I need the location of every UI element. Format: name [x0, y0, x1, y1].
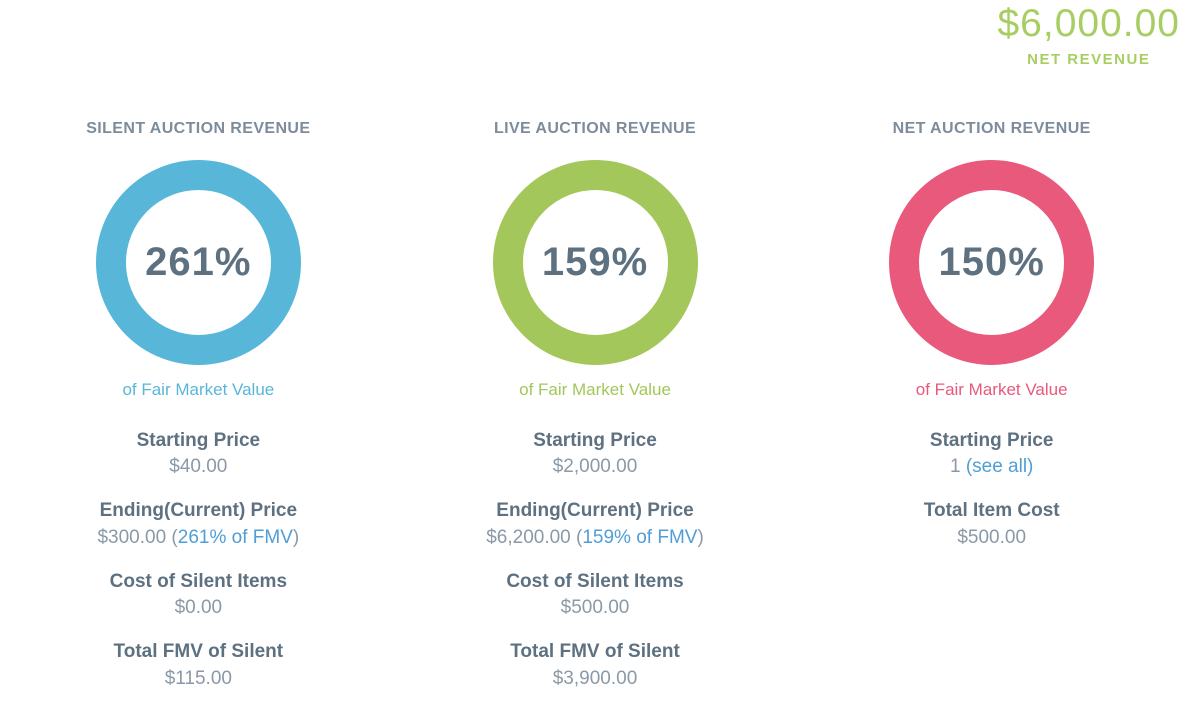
live-auction-title: LIVE AUCTION REVENUE [493, 120, 697, 137]
net-auction-stats: Starting Price 1 (see all) Total Item Co… [793, 428, 1190, 551]
net-fmv-caption: of Fair Market Value [915, 380, 1068, 399]
silent-auction-ring-chart: 261% [95, 160, 301, 365]
stat-row-starting-price: Starting Price $2,000.00 [397, 428, 794, 480]
silent-fmv-caption: of Fair Market Value [122, 380, 275, 399]
value-text: ) [697, 526, 704, 548]
net-revenue-summary: $6,000.00 NET REVENUE [997, 2, 1180, 68]
stat-label: Ending(Current) Price [496, 500, 694, 522]
stat-label: Cost of Silent Items [109, 570, 288, 592]
stat-value: $0.00 [174, 597, 223, 619]
stat-row-total-item-cost: Total Item Cost $500.00 [793, 498, 1190, 550]
silent-auction-title: SILENT AUCTION REVENUE [86, 120, 311, 137]
stat-label: Cost of Silent Items [506, 570, 684, 592]
stat-row-cost-of-silent-items: Cost of Silent Items $500.00 [397, 569, 794, 621]
net-auction-ring-chart: 150% [889, 160, 1095, 365]
live-auction-percent: 159% [541, 240, 649, 284]
net-auction-title: NET AUCTION REVENUE [892, 120, 1091, 137]
stat-label: Total FMV of Silent [510, 641, 680, 663]
stat-value: $500.00 [957, 526, 1027, 548]
stat-row-total-fmv: Total FMV of Silent $3,900.00 [397, 639, 794, 691]
silent-auction-percent: 261% [145, 240, 252, 284]
value-text: $300.00 ( [97, 526, 178, 548]
stat-value: $500.00 [560, 597, 630, 619]
silent-auction-panel: SILENT AUCTION REVENUE 261% of Fair Mark… [0, 120, 397, 710]
silent-auction-stats: Starting Price $40.00 Ending(Current) Pr… [0, 428, 397, 692]
stat-value: $2,000.00 [552, 456, 638, 478]
live-auction-stats: Starting Price $2,000.00 Ending(Current)… [397, 428, 794, 692]
live-auction-panel: LIVE AUCTION REVENUE 159% of Fair Market… [397, 120, 794, 710]
stat-row-starting-price: Starting Price $40.00 [0, 428, 397, 480]
value-text: $6,200.00 ( [486, 526, 583, 548]
see-all-link[interactable]: (see all) [965, 456, 1034, 478]
net-revenue-amount: $6,000.00 [997, 2, 1180, 45]
stat-row-cost-of-silent-items: Cost of Silent Items $0.00 [0, 569, 397, 621]
stat-label: Starting Price [929, 430, 1054, 451]
net-auction-percent: 150% [938, 240, 1045, 284]
fmv-percent-link[interactable]: 261% of FMV [177, 526, 293, 548]
stat-value: $300.00 (261% of FMV) [0, 525, 397, 551]
stat-row-total-fmv: Total FMV of Silent $115.00 [0, 639, 397, 691]
net-revenue-label: NET REVENUE [1027, 51, 1151, 68]
stat-label: Starting Price [533, 430, 657, 451]
live-auction-ring-chart: 159% [492, 160, 698, 365]
stat-value: 1 (see all) [793, 454, 1190, 480]
stat-value: $115.00 [164, 667, 232, 689]
stat-label: Total FMV of Silent [113, 641, 284, 663]
value-text: 1 [949, 456, 966, 478]
stat-value: $6,200.00 (159% of FMV) [397, 525, 794, 551]
value-text: ) [292, 526, 300, 548]
stat-label: Total Item Cost [923, 500, 1060, 522]
stat-row-ending-price: Ending(Current) Price $300.00 (261% of F… [0, 498, 397, 550]
stat-value: $40.00 [169, 456, 228, 478]
net-auction-panel: NET AUCTION REVENUE 150% of Fair Market … [793, 120, 1190, 710]
stat-label: Starting Price [136, 430, 261, 451]
stat-label: Ending(Current) Price [99, 500, 298, 522]
stat-row-ending-price: Ending(Current) Price $6,200.00 (159% of… [397, 498, 794, 550]
stat-row-starting-price: Starting Price 1 (see all) [793, 428, 1190, 480]
live-fmv-caption: of Fair Market Value [519, 380, 671, 399]
fmv-percent-link[interactable]: 159% of FMV [582, 526, 698, 548]
stat-value: $3,900.00 [552, 667, 638, 689]
